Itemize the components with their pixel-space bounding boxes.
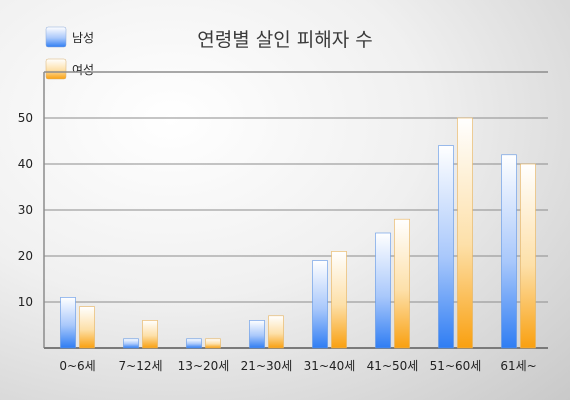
- bar-female-5: [394, 218, 410, 349]
- bar-male-5: [375, 232, 391, 349]
- legend: 남성 여성: [45, 26, 94, 80]
- legend-swatch-male: [45, 26, 67, 48]
- x-tick-label-4: 31~40세: [304, 359, 356, 373]
- legend-label-female: 여성: [72, 63, 94, 77]
- x-tick-label-1: 7~12세: [119, 359, 163, 373]
- x-tick-label-3: 21~30세: [241, 359, 293, 373]
- y-tick-label-40: 40: [18, 157, 33, 171]
- bar-male-6: [438, 145, 454, 349]
- bar-male-7: [501, 154, 517, 349]
- bar-female-3: [268, 315, 284, 349]
- legend-swatch-female: [45, 58, 67, 80]
- y-tick-label-20: 20: [18, 249, 33, 263]
- bar-male-2: [186, 338, 202, 349]
- y-tick-label-10: 10: [18, 295, 33, 309]
- bar-female-6: [457, 117, 473, 349]
- bar-female-4: [331, 251, 347, 349]
- y-tick-label-30: 30: [18, 203, 33, 217]
- bar-female-2: [205, 338, 221, 349]
- x-tick-label-5: 41~50세: [367, 359, 419, 373]
- bar-male-0: [60, 297, 76, 349]
- axis-labels: 10 20 30 40 50 0~6세 7~12세 13~20세 21~30세 31~40세 41~…: [18, 111, 537, 373]
- bars: [60, 117, 536, 349]
- bar-female-1: [142, 320, 158, 349]
- bar-male-3: [249, 320, 265, 349]
- bar-male-4: [312, 260, 328, 349]
- bar-male-1: [123, 338, 139, 349]
- x-tick-label-2: 13~20세: [178, 359, 230, 373]
- x-tick-label-0: 0~6세: [59, 359, 95, 373]
- chart-title: 연령별 살인 피해자 수: [197, 29, 372, 51]
- y-tick-label-50: 50: [18, 111, 33, 125]
- bar-female-7: [520, 163, 536, 349]
- x-tick-label-7: 61세~: [500, 359, 536, 373]
- x-tick-label-6: 51~60세: [430, 359, 482, 373]
- legend-label-male: 남성: [72, 31, 94, 45]
- bar-female-0: [79, 306, 95, 349]
